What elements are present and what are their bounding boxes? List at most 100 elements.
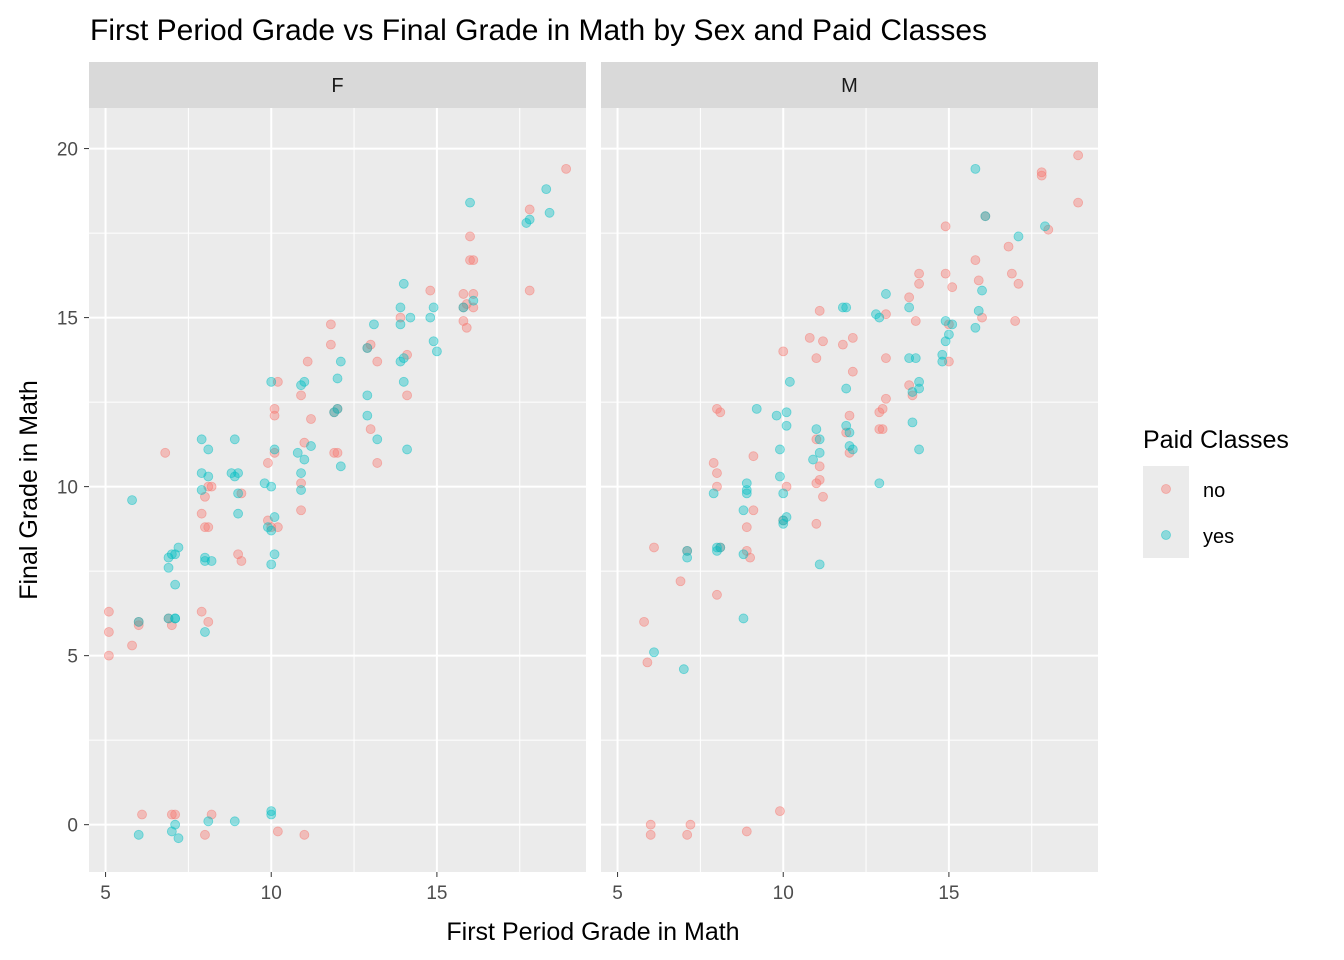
data-point-no (166, 809, 177, 820)
panel-m: M (601, 62, 1098, 872)
data-point-yes (970, 322, 981, 333)
data-point-yes (266, 376, 277, 387)
data-point-no (910, 316, 921, 326)
data-point-no (196, 606, 207, 617)
data-point-no (775, 806, 785, 817)
data-point-yes (425, 312, 436, 323)
data-point-yes (708, 488, 719, 499)
data-point-no (372, 356, 383, 367)
data-point-yes (266, 525, 277, 536)
data-point-yes (332, 373, 343, 384)
data-point-yes (712, 542, 722, 553)
data-point-yes (907, 417, 918, 428)
data-point-yes (914, 444, 924, 455)
data-point-yes (269, 512, 280, 522)
data-point-no (160, 447, 171, 458)
x-tick-label: 5 (612, 883, 623, 904)
data-point-no (904, 292, 915, 303)
data-point-yes (362, 343, 373, 353)
data-point-yes (874, 478, 885, 489)
y-tick-label: 5 (67, 647, 78, 668)
data-point-no (1036, 170, 1047, 181)
data-point-yes (784, 376, 795, 387)
x-axis: 5 10 15 5 10 15 (100, 872, 959, 904)
data-point-no (465, 255, 475, 266)
data-point-no (944, 356, 954, 367)
data-point-yes (1013, 231, 1024, 242)
data-point-yes (914, 383, 924, 394)
data-point-yes (133, 616, 144, 627)
data-point-no (332, 447, 343, 458)
data-point-no (133, 620, 144, 631)
data-point-no (206, 481, 217, 492)
data-point-no (741, 522, 752, 533)
strip-background-f (89, 62, 586, 108)
data-point-no (200, 522, 210, 533)
data-point-no (1073, 197, 1084, 208)
data-point-no (847, 332, 858, 343)
data-point-no (269, 410, 280, 421)
legend-key-no (1143, 466, 1189, 512)
data-point-no (296, 505, 306, 516)
data-point-yes (296, 468, 306, 478)
data-point-yes (233, 468, 244, 478)
data-point-no (675, 576, 686, 587)
data-point-no (639, 616, 649, 627)
panel-background-f (89, 108, 586, 872)
data-point-yes (947, 319, 958, 330)
data-point-yes (970, 163, 981, 174)
data-point-no (844, 410, 855, 421)
x-tick-label: 10 (261, 883, 282, 904)
data-point-yes (269, 549, 280, 560)
data-point-no (296, 478, 306, 489)
data-point-yes (738, 613, 749, 624)
data-point-no (748, 505, 759, 516)
data-point-no (818, 491, 828, 502)
data-point-yes (937, 349, 948, 360)
data-point-no (395, 312, 406, 323)
x-tick-label: 10 (773, 883, 794, 904)
data-point-no (103, 606, 114, 617)
data-point-no (272, 376, 283, 387)
data-point-no (874, 424, 885, 435)
data-point-no (877, 403, 888, 414)
data-point-yes (741, 485, 752, 495)
data-point-no (907, 390, 918, 401)
data-point-yes (874, 312, 885, 323)
data-point-yes (170, 819, 181, 830)
data-point-yes (398, 353, 409, 364)
data-point-no (712, 589, 722, 600)
data-point-yes (775, 471, 785, 482)
chart-title: First Period Grade vs Final Grade in Mat… (90, 14, 987, 47)
data-point-no (372, 458, 383, 468)
data-point-no (468, 302, 479, 313)
data-point-yes (847, 444, 858, 455)
data-point-yes (811, 424, 822, 435)
data-point-no (127, 640, 137, 651)
data-point-no (940, 268, 951, 279)
data-point-yes (751, 403, 762, 414)
data-point-yes (127, 495, 137, 506)
data-point-no (778, 346, 789, 357)
data-point-no (1036, 167, 1047, 178)
data-point-yes (775, 444, 785, 455)
data-point-no (103, 650, 114, 661)
data-point-no (296, 390, 306, 401)
data-point-yes (299, 376, 310, 387)
data-point-yes (133, 829, 144, 840)
data-point-yes (332, 403, 343, 414)
data-point-yes (741, 488, 752, 499)
data-point-no (200, 829, 210, 840)
data-point-yes (937, 356, 948, 367)
data-point-no (196, 508, 207, 519)
y-tick-label: 0 (67, 816, 78, 837)
data-point-no (465, 231, 475, 242)
data-point-yes (362, 410, 373, 421)
data-point-yes (649, 647, 659, 658)
data-point-yes (196, 485, 207, 495)
data-point-yes (369, 319, 379, 330)
data-point-yes (814, 559, 825, 570)
data-point-yes (398, 278, 409, 289)
data-point-no (837, 339, 848, 350)
